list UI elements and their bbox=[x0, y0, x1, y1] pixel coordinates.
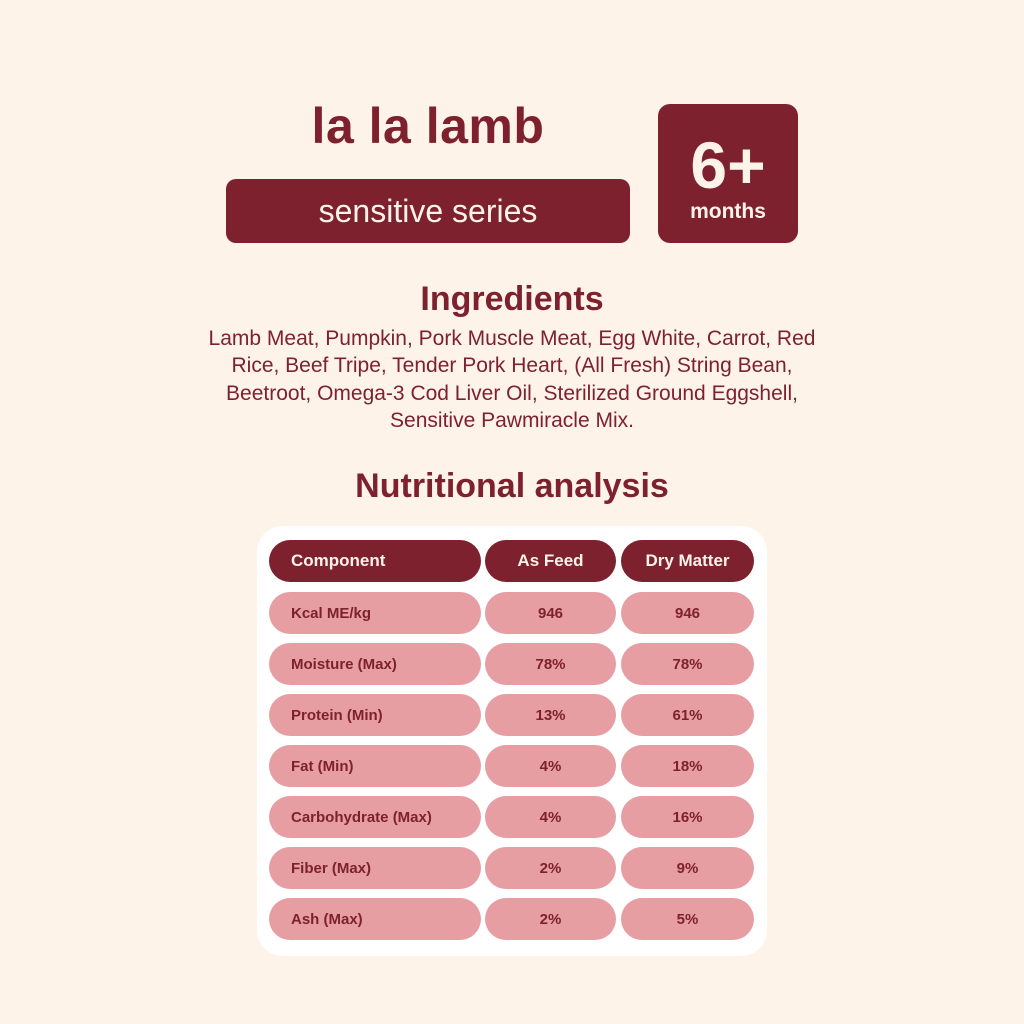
series-label: sensitive series bbox=[226, 179, 630, 243]
as-feed-moisture: 78% bbox=[485, 643, 616, 685]
row-label-fat: Fat (Min) bbox=[269, 745, 481, 787]
ingredients-list: Lamb Meat, Pumpkin, Pork Muscle Meat, Eg… bbox=[208, 327, 816, 432]
series-text: sensitive series bbox=[318, 192, 538, 229]
row-label-moisture: Moisture (Max) bbox=[269, 643, 481, 685]
dry-matter-carbohydrate: 16% bbox=[621, 796, 754, 838]
column-header-as-feed: As Feed bbox=[485, 540, 616, 582]
column-header-component: Component bbox=[269, 540, 481, 582]
as-feed-carbohydrate: 4% bbox=[485, 796, 616, 838]
row-label-protein: Protein (Min) bbox=[269, 694, 481, 736]
age-badge: 6+ months bbox=[658, 104, 798, 243]
as-feed-ash: 2% bbox=[485, 898, 616, 940]
column-header-dry-matter: Dry Matter bbox=[621, 540, 754, 582]
age-unit: months bbox=[690, 200, 766, 223]
as-feed-protein: 13% bbox=[485, 694, 616, 736]
nutrition-heading: Nutritional analysis bbox=[355, 467, 669, 505]
ingredients-heading: Ingredients bbox=[420, 280, 604, 318]
row-label-carbohydrate: Carbohydrate (Max) bbox=[269, 796, 481, 838]
row-label-kcal: Kcal ME/kg bbox=[269, 592, 481, 634]
dry-matter-ash: 5% bbox=[621, 898, 754, 940]
row-label-fiber: Fiber (Max) bbox=[269, 847, 481, 889]
as-feed-kcal: 946 bbox=[485, 592, 616, 634]
dry-matter-fat: 18% bbox=[621, 745, 754, 787]
nutrition-table: Component As Feed Dry Matter Kcal ME/kg … bbox=[257, 526, 767, 956]
as-feed-fiber: 2% bbox=[485, 847, 616, 889]
dry-matter-kcal: 946 bbox=[621, 592, 754, 634]
dry-matter-protein: 61% bbox=[621, 694, 754, 736]
dry-matter-fiber: 9% bbox=[621, 847, 754, 889]
product-name: la la lamb bbox=[311, 98, 545, 154]
dry-matter-moisture: 78% bbox=[621, 643, 754, 685]
as-feed-fat: 4% bbox=[485, 745, 616, 787]
row-label-ash: Ash (Max) bbox=[269, 898, 481, 940]
age-value: 6+ bbox=[690, 128, 766, 202]
